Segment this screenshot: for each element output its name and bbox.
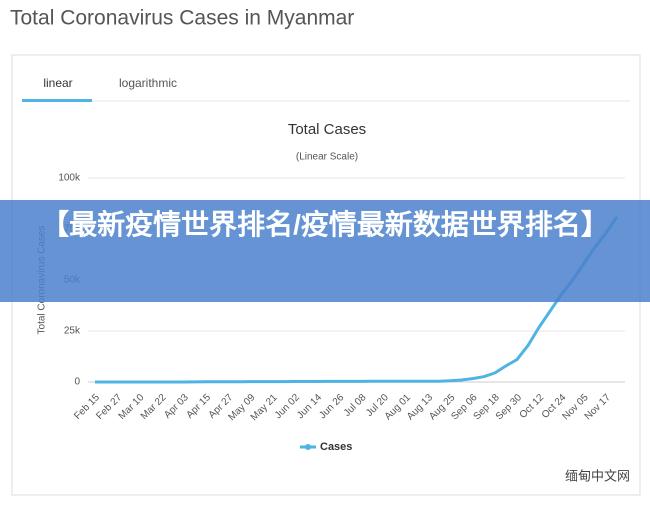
tab[interactable]: linear [43, 76, 72, 90]
banner-band [0, 200, 650, 302]
banner-box: 【最新疫情世界排名/疫情最新数据世界排名】 [41, 209, 609, 240]
line [95, 215, 619, 384]
y-tick-label: 100k [58, 173, 81, 184]
chart-subtitle: (Linear Scale) [296, 152, 358, 163]
legend-label: Cases [320, 441, 352, 453]
tab[interactable]: logarithmic [119, 76, 177, 90]
legend-marker [305, 444, 311, 450]
watermark: 缅甸中文网 [565, 468, 630, 483]
y-tick-label: 0 [74, 377, 80, 388]
banner: 【最新疫情世界排名/疫情最新数据世界排名】 [41, 209, 609, 240]
legend: Cases [300, 441, 352, 453]
tab-underline [22, 99, 92, 102]
page-title: Total Coronavirus Cases in Myanmar [10, 7, 354, 30]
chart-title: Total Cases [288, 121, 366, 138]
y-tick-label: 25k [64, 326, 81, 337]
